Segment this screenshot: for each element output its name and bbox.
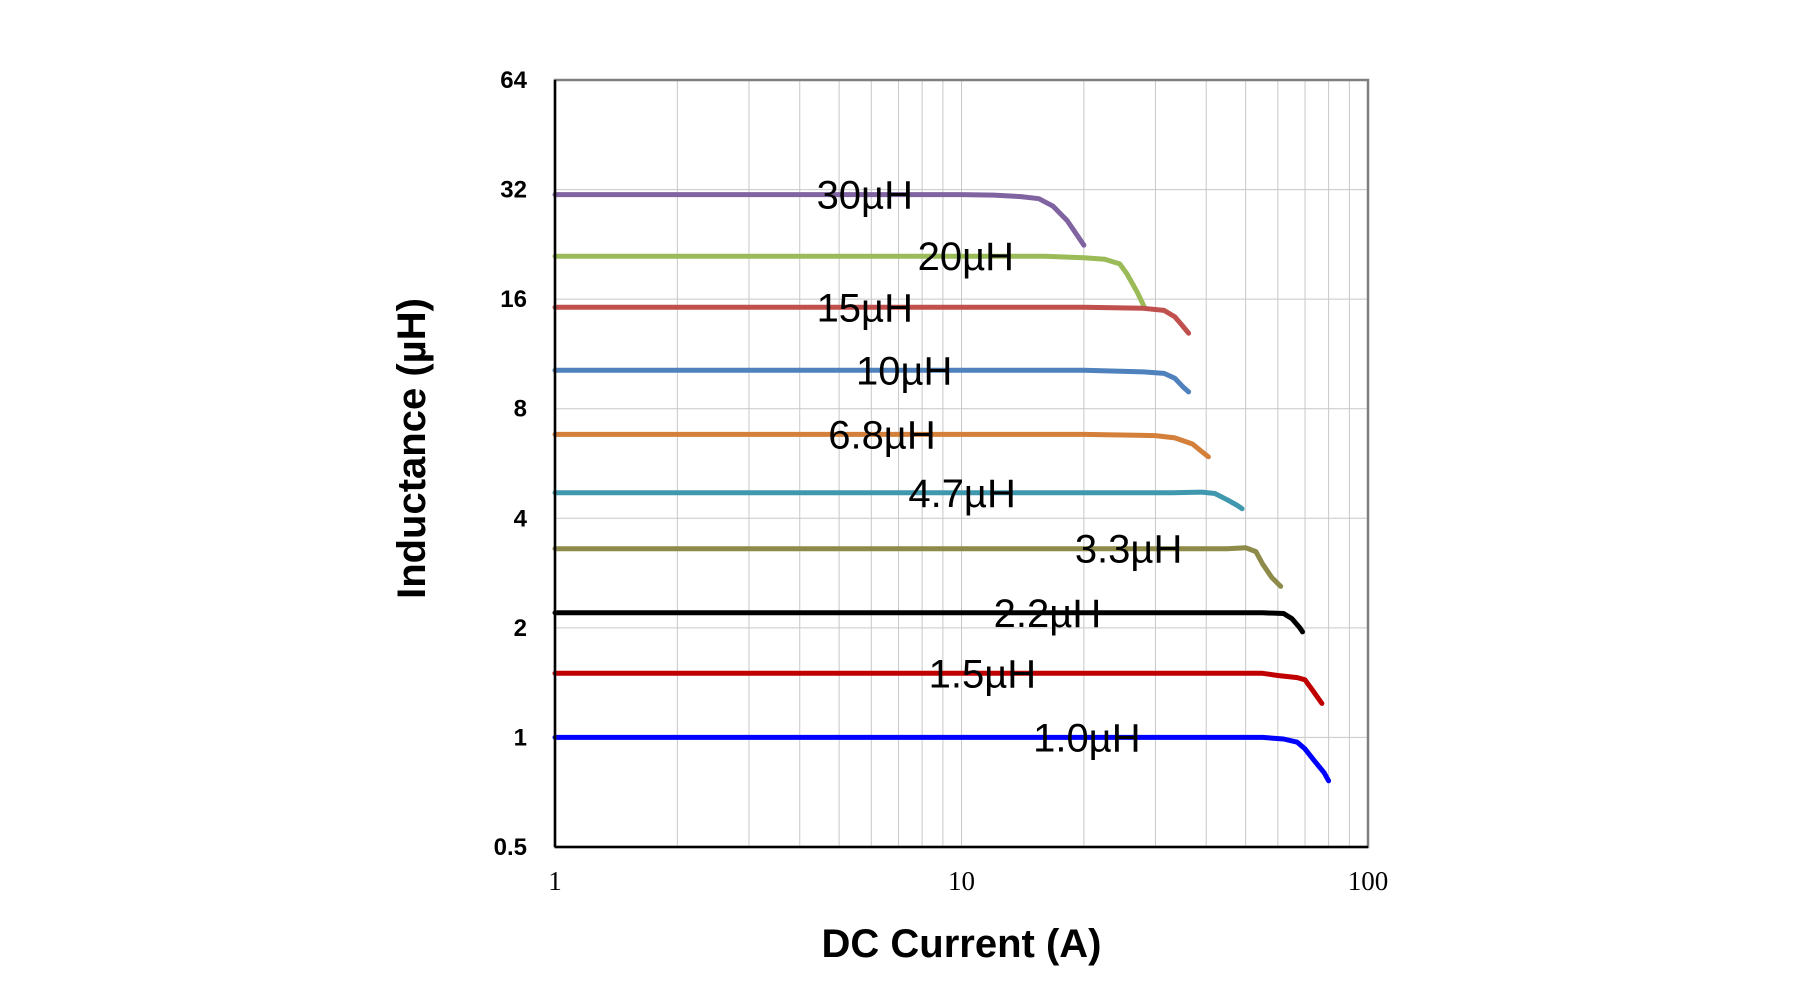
y-tick-label: 0.5 bbox=[494, 834, 527, 861]
series-label: 30µH bbox=[817, 174, 913, 218]
series-line bbox=[552, 367, 1192, 395]
series-line bbox=[552, 431, 1211, 460]
series-line bbox=[552, 253, 1147, 310]
x-tick-label: 1 bbox=[548, 866, 562, 896]
series-label: 20µH bbox=[918, 235, 1014, 279]
series-label: 6.8µH bbox=[828, 413, 936, 457]
y-tick-label: 64 bbox=[500, 67, 527, 94]
series-label: 10µH bbox=[856, 349, 952, 393]
series-lines bbox=[552, 192, 1332, 784]
y-tick-label: 16 bbox=[500, 286, 527, 313]
y-tick-label: 8 bbox=[514, 396, 527, 423]
series-label: 3.3µH bbox=[1075, 528, 1183, 572]
x-axis-title: DC Current (A) bbox=[822, 922, 1102, 966]
y-tick-label: 2 bbox=[514, 615, 527, 642]
series-line bbox=[552, 670, 1325, 706]
x-tick-label: 10 bbox=[948, 866, 975, 896]
y-axis-title: Inductance (µH) bbox=[390, 298, 434, 599]
series-line bbox=[552, 610, 1305, 635]
series-line bbox=[552, 734, 1332, 784]
series-label: 15µH bbox=[817, 286, 913, 330]
series-label: 4.7µH bbox=[908, 472, 1016, 516]
series-line bbox=[552, 192, 1087, 248]
y-tick-label: 1 bbox=[514, 724, 527, 751]
y-tick-label: 32 bbox=[500, 177, 527, 204]
series-line bbox=[552, 545, 1284, 589]
series-label: 1.5µH bbox=[929, 652, 1037, 696]
series-label: 1.0µH bbox=[1033, 716, 1141, 760]
series-label: 2.2µH bbox=[994, 592, 1102, 636]
y-tick-label: 4 bbox=[514, 505, 528, 532]
series-line bbox=[552, 489, 1245, 512]
x-tick-label: 100 bbox=[1348, 866, 1389, 896]
axes: 0.5 1 2 4 8 16 32 64 1 10 100 bbox=[494, 67, 1389, 896]
series-line bbox=[552, 304, 1192, 336]
